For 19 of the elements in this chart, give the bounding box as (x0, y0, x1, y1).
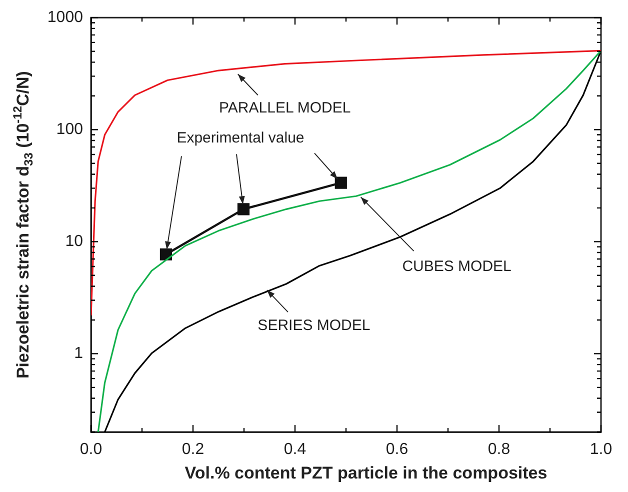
x-axis-title: Vol.% content PZT particle in the composites (184, 464, 548, 483)
x-tick-label: 0.4 (284, 441, 306, 458)
x-tick-label: 0.8 (488, 441, 510, 458)
point (334, 176, 347, 189)
y-axis-title: Piezoeletric strain factor d33 (10-12C/N) (10, 71, 36, 379)
point (237, 203, 250, 216)
y-tick-label: 1 (74, 345, 84, 362)
y-tick-label: 10 (65, 233, 84, 250)
annotation: SERIES MODEL (258, 317, 370, 334)
x-tick-label: 0.0 (80, 441, 102, 458)
x-tick-label: 0.2 (182, 441, 204, 458)
x-tick-label: 0.6 (386, 441, 408, 458)
x-tick-label: 1.0 (590, 441, 612, 458)
annotation: CUBES MODEL (402, 258, 512, 276)
point (160, 248, 172, 260)
annotation: Experimental value (176, 129, 304, 146)
y-tick-label: 1000 (47, 9, 84, 26)
y-tick-label: 100 (56, 121, 84, 138)
annotation: PARALLEL MODEL (219, 99, 351, 116)
